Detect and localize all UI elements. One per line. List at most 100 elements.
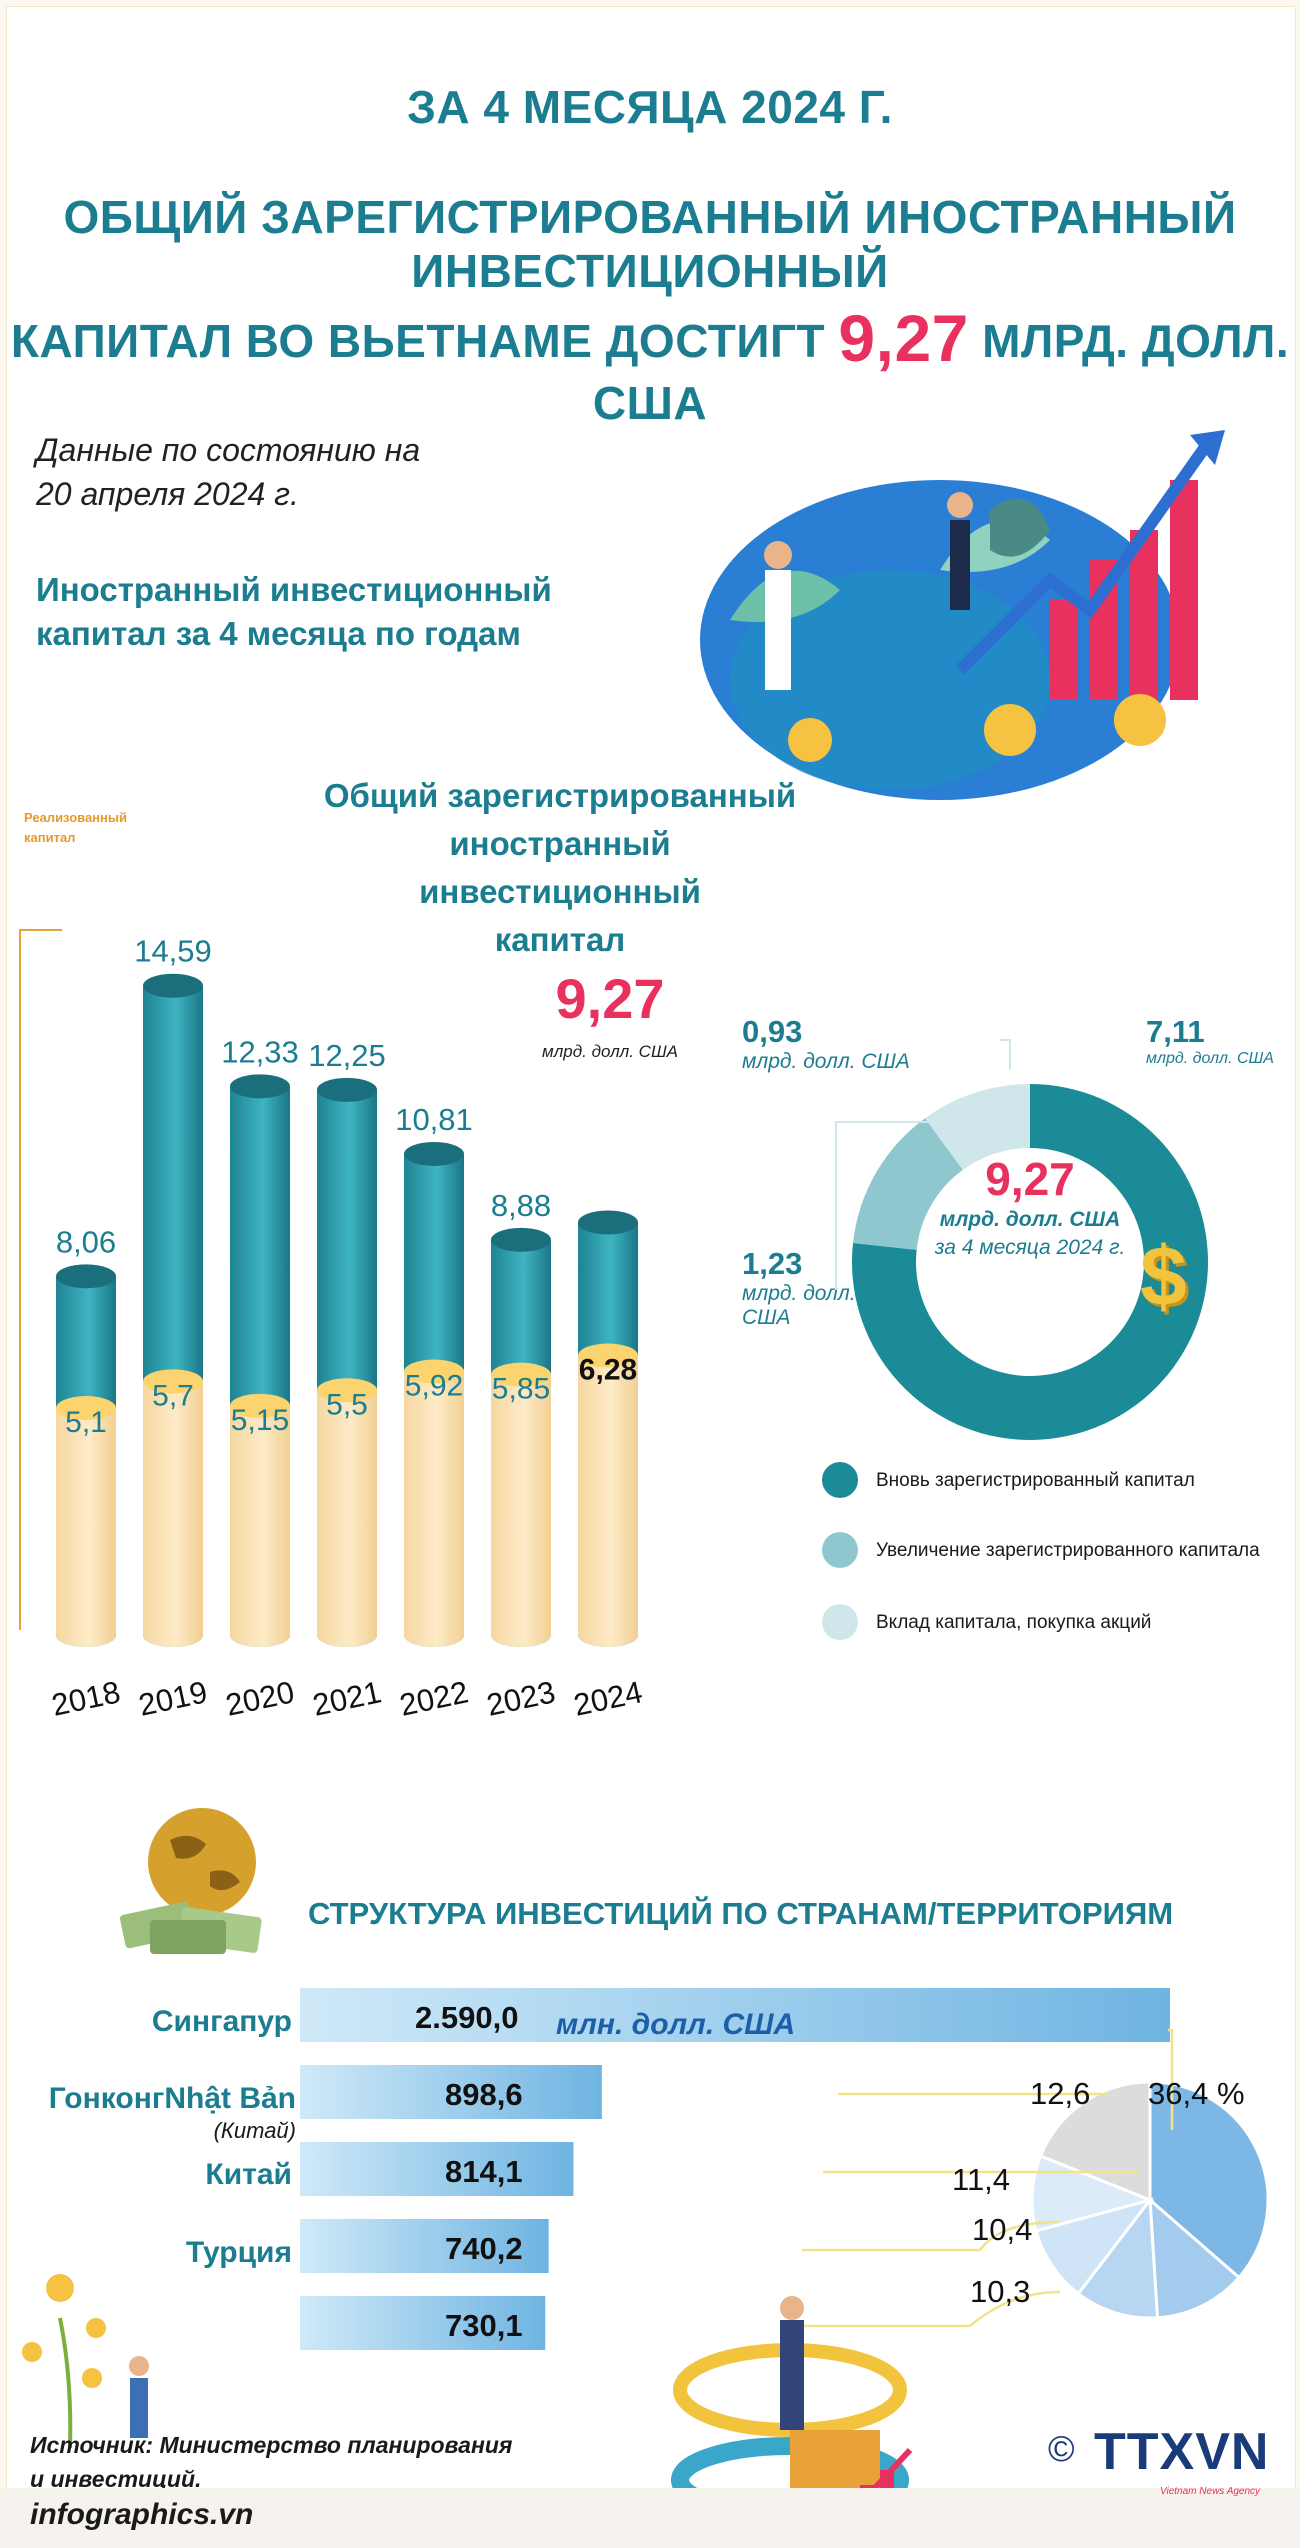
donut-center-period: за 4 месяца 2024 г. bbox=[934, 1236, 1126, 1259]
total-capital-bar-top bbox=[56, 1264, 116, 1289]
capital-structure-donut bbox=[852, 1084, 1208, 1440]
leader-line bbox=[1000, 1039, 1011, 1070]
realized-capital-value-label: 5,92 bbox=[405, 1370, 463, 1403]
header-line1: ЗА 4 МЕСЯЦА 2024 Г. bbox=[407, 81, 893, 133]
person-figure-icon bbox=[780, 2320, 804, 2430]
country-bar bbox=[300, 2065, 602, 2119]
label-123-unit1: млрд. долл. bbox=[742, 1282, 856, 1305]
leader-line bbox=[800, 2290, 1061, 2328]
year-tick-label: 2024 bbox=[571, 1674, 646, 1720]
dollar-sign-icon: $ bbox=[1140, 1229, 1187, 1323]
header-line3: КАПИТАЛ ВО ВЬЕТНАМЕ ДОСТИГТ 9,27 МЛРД. Д… bbox=[0, 300, 1300, 430]
total-line1: Общий зарегистрированный bbox=[323, 777, 797, 814]
donut-slice bbox=[925, 1084, 1030, 1170]
label-711-unit: млрд. долл. США bbox=[1146, 1050, 1274, 1067]
person-head-icon bbox=[129, 2356, 149, 2376]
footer-bar bbox=[0, 2488, 1300, 2548]
country-value-label: 730,1 bbox=[445, 2308, 523, 2343]
donut-center-value: 9,27 bbox=[985, 1153, 1075, 1205]
header-line3-prefix: КАПИТАЛ ВО ВЬЕТНАМЕ ДОСТИГТ bbox=[10, 315, 826, 367]
pie-slice-label: 10,3 bbox=[970, 2274, 1031, 2309]
realized-line1: Реализованный bbox=[24, 810, 127, 825]
realized-line2: капитал bbox=[24, 830, 76, 845]
copyright-icon: © bbox=[1048, 2428, 1075, 2469]
realized-capital-value-label: 5,15 bbox=[231, 1404, 289, 1437]
total-line4: капитал bbox=[494, 921, 626, 958]
year-tick-label: 2021 bbox=[310, 1674, 385, 1720]
donut-slice bbox=[853, 1118, 963, 1250]
legend-contribution-swatch bbox=[822, 1604, 858, 1640]
country-bar bbox=[300, 2296, 546, 2350]
country-investment-bar-chart: 2.590,0 898,6 814,1 740,2 730,1 bbox=[300, 1988, 1170, 2350]
donut-center: 9,27 млрд. долл. США за 4 месяца 2024 г. bbox=[913, 1152, 1147, 1260]
country-name-singapore: Сингапур bbox=[151, 2005, 292, 2038]
year-tick-label: 2019 bbox=[136, 1674, 211, 1720]
globe-money-icon bbox=[119, 1808, 262, 1954]
realized-capital-bar-top bbox=[317, 1378, 377, 1403]
label-711-value: 7,11 bbox=[1146, 1014, 1205, 1049]
realized-capital-value-label: 5,5 bbox=[326, 1388, 368, 1421]
pie-leader-lines bbox=[800, 2028, 1174, 2328]
coin-icon bbox=[82, 2368, 102, 2388]
realized-capital-value-label: 5,7 bbox=[152, 1379, 194, 1412]
total-capital-bar-top bbox=[143, 973, 203, 998]
realized-capital-value-label: 5,1 bbox=[65, 1406, 107, 1439]
money-plant-illustration bbox=[22, 2274, 149, 2449]
date-note-line2: 20 апреля 2024 г. bbox=[36, 476, 299, 512]
country-bar bbox=[300, 2219, 549, 2273]
illustration-bar bbox=[1170, 480, 1198, 700]
country-value-label: 898,6 bbox=[445, 2077, 523, 2112]
ttxvn-logo: TTXVN bbox=[1094, 2423, 1270, 2481]
leader-line bbox=[802, 2220, 1061, 2252]
pie-slice bbox=[1148, 2196, 1242, 2320]
legend-increase-label: Увеличение зарегистрированного капитала bbox=[876, 1540, 1260, 1561]
pie-slice-label: 12,6 bbox=[1030, 2076, 1091, 2111]
realized-capital-bar bbox=[317, 1390, 377, 1647]
country-share-pie bbox=[1030, 2080, 1270, 2320]
plant-stem-icon bbox=[58, 2317, 73, 2449]
label-093-unit: млрд. долл. США bbox=[742, 1050, 910, 1073]
label-123-unit2: США bbox=[742, 1306, 791, 1329]
pie-slice-label: 11,4 bbox=[952, 2162, 1011, 2197]
growth-arrow-icon bbox=[955, 436, 1215, 675]
total-capital-value-label: 8,88 bbox=[491, 1188, 551, 1223]
total-capital-unit: млрд. долл. США bbox=[542, 1042, 678, 1061]
year-tick-label: 2020 bbox=[223, 1674, 298, 1720]
total-line2: иностранный bbox=[449, 825, 671, 862]
realized-capital-bar-top bbox=[143, 1369, 203, 1394]
donut-label-capital-contribution: 0,93 млрд. долл. США bbox=[742, 1014, 910, 1074]
donut-slice bbox=[852, 1084, 1208, 1440]
year-tick-label: 2022 bbox=[397, 1674, 472, 1720]
year-tick-label: 2023 bbox=[484, 1674, 559, 1720]
date-note-line1: Данные по состоянию на bbox=[36, 432, 421, 468]
realized-capital-bar bbox=[404, 1371, 464, 1647]
coin-icon bbox=[22, 2342, 42, 2362]
realized-capital-bar bbox=[491, 1374, 551, 1647]
total-capital-value-label: 12,33 bbox=[221, 1034, 299, 1069]
total-capital-value-label: 10,81 bbox=[395, 1102, 473, 1137]
total-capital-bar-top bbox=[230, 1074, 290, 1099]
legend-new-capital-swatch bbox=[822, 1462, 858, 1498]
realized-capital-bar bbox=[56, 1408, 116, 1647]
realized-capital-bar-top bbox=[404, 1359, 464, 1384]
source-line2: и инвестиций. bbox=[30, 2466, 202, 2492]
label-123-value: 1,23 bbox=[742, 1246, 803, 1281]
money-bag-icon bbox=[990, 498, 1050, 557]
country-name-turkey: Турция bbox=[185, 2236, 292, 2269]
country-subname-china: (Китай) bbox=[213, 2118, 296, 2143]
realized-capital-value-label: 6,28 bbox=[579, 1354, 637, 1387]
illustration-bar bbox=[1050, 600, 1078, 700]
investment-illustration bbox=[700, 430, 1225, 800]
illustration-bar bbox=[1130, 530, 1158, 700]
total-capital-bar-top bbox=[317, 1077, 377, 1102]
realized-capital-bar-top bbox=[491, 1362, 551, 1387]
site-name: infographics.vn bbox=[30, 2498, 254, 2531]
bar-title-line2: капитал за 4 месяца по годам bbox=[36, 615, 521, 652]
country-name-hongkong: ГонконгNhật Bản bbox=[48, 2082, 296, 2115]
country-unit-label: млн. долл. США bbox=[556, 2008, 796, 2041]
country-bar bbox=[300, 1988, 1170, 2042]
donut-leader-lines bbox=[835, 1039, 1011, 1290]
realized-capital-bar bbox=[143, 1381, 203, 1647]
legend-increase-swatch bbox=[822, 1532, 858, 1568]
total-capital-bar-top bbox=[404, 1141, 464, 1166]
